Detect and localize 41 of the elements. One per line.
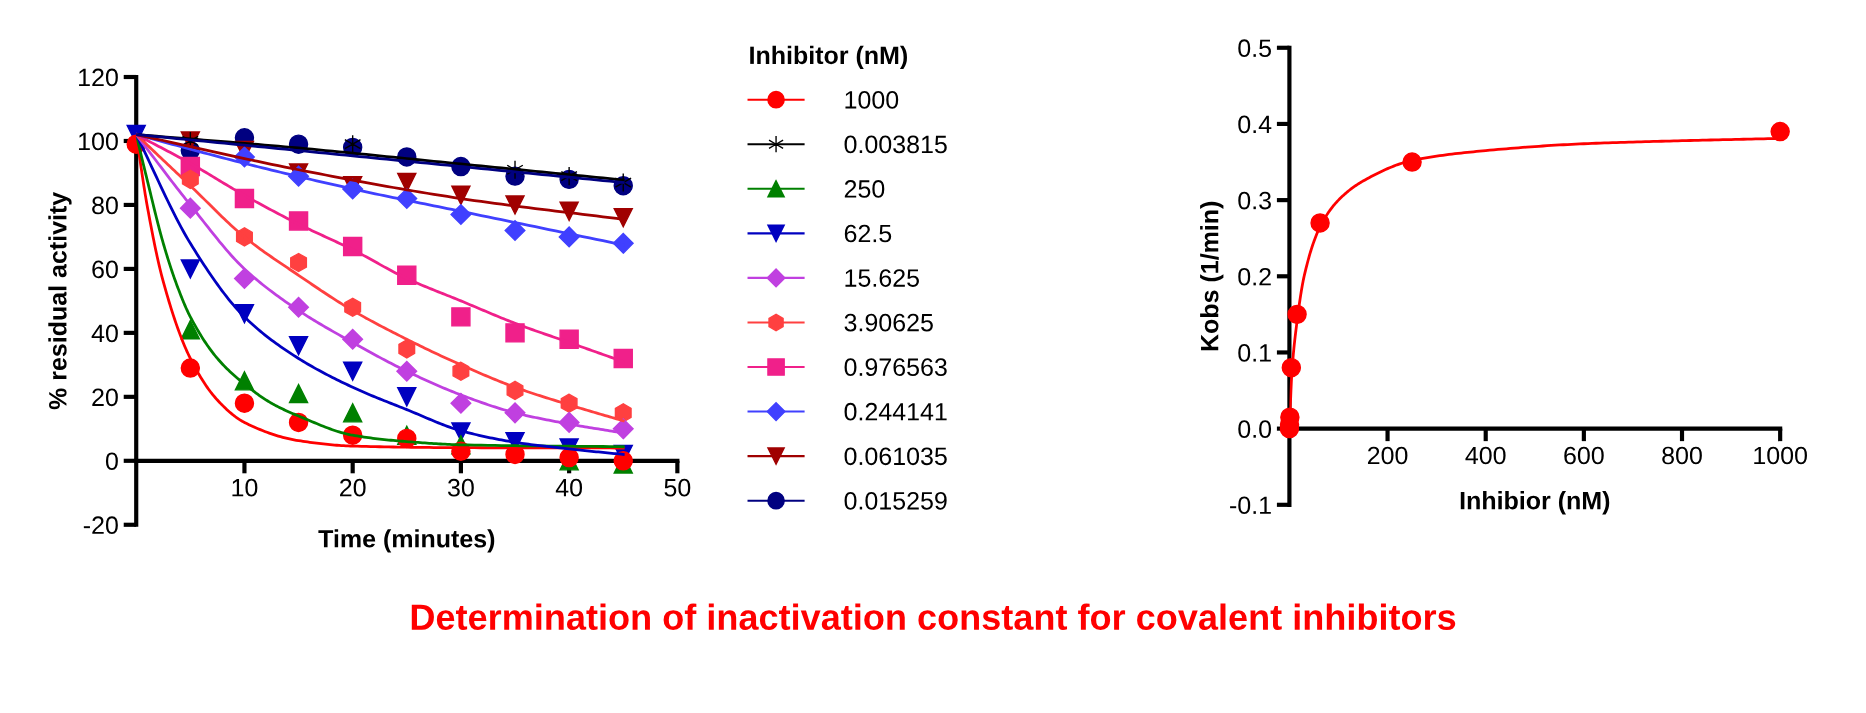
y-tick-label: 0.3 [1238, 191, 1271, 210]
y-tick-label: 0.2 [1238, 267, 1271, 286]
x-tick-label: 200 [1367, 446, 1408, 465]
y-tick-label: -0.1 [1230, 496, 1271, 515]
y-tick-label: 0.1 [1238, 344, 1271, 362]
x-tick-label: 1000 [1754, 446, 1807, 465]
y-tick-label: 0.5 [1238, 39, 1271, 58]
y-tick-label: 0 [105, 452, 118, 471]
x-tick-label: 400 [1465, 446, 1506, 465]
x-tick-label: 600 [1564, 446, 1604, 465]
x-tick-label: 30 [447, 478, 474, 497]
y-tick-label: 80 [92, 196, 118, 215]
y-tick-label: 20 [92, 388, 118, 407]
y-tick-label: 40 [91, 324, 118, 343]
legend-label: 3.90625 [844, 313, 933, 332]
legend-title: Inhibitor (nM) [750, 45, 907, 70]
legend-label: 62.5 [844, 224, 892, 243]
legend-label: 0.244141 [844, 402, 947, 421]
x-tick-label: 20 [340, 478, 366, 497]
legend-label: 0.976563 [844, 358, 947, 377]
legend-label: 0.015259 [844, 491, 947, 510]
y-axis-title: % residual activity [48, 191, 72, 410]
legend-label: 0.061035 [844, 447, 947, 466]
x-tick-label: 40 [555, 478, 583, 497]
y-tick-label: 100 [79, 132, 118, 151]
legend-label: 1000 [845, 90, 899, 109]
legend-label: 15.625 [845, 269, 919, 287]
y-tick-label: -20 [83, 516, 118, 535]
y-tick-label: 0.4 [1238, 115, 1272, 134]
legend-label: 250 [844, 180, 885, 198]
y-axis-title: Kobs (1/min) [1200, 201, 1224, 351]
x-axis-title: Time (minutes) [318, 529, 495, 553]
y-tick-label: 60 [92, 260, 118, 279]
x-axis-title: Inhibior (nM) [1460, 491, 1610, 515]
text: Determination of inactivation constant for covalent inhibitors [411, 603, 1456, 630]
legend-label: 0.003815 [844, 135, 947, 154]
x-tick-label: 800 [1662, 446, 1702, 465]
x-tick-label: 50 [664, 478, 691, 497]
x-tick-label: 10 [232, 478, 258, 497]
y-tick-label: 120 [79, 68, 118, 87]
y-tick-label: 0.0 [1238, 420, 1272, 438]
